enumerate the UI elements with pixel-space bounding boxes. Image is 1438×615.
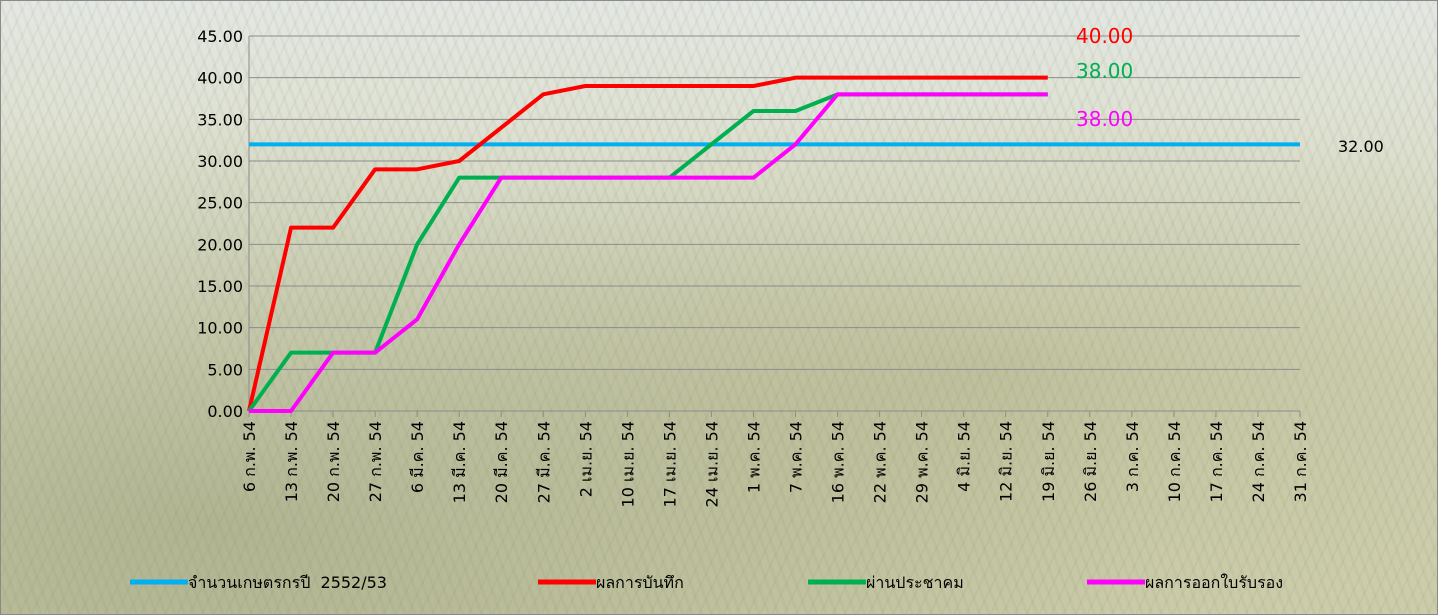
y-tick-label: 0.00 [207, 402, 243, 421]
y-tick-label: 35.00 [197, 110, 243, 129]
y-tick-label: 15.00 [197, 277, 243, 296]
y-axis: 0.00 5.00 10.00 15.00 20.00 25.00 30.00 35.00 40… [197, 27, 250, 421]
x-tick-label: 2 เม.ย. 54 [576, 421, 595, 497]
x-tick-label: 17 ก.ค. 54 [1207, 421, 1226, 502]
x-tick-label: 4 มิ.ย. 54 [955, 421, 974, 492]
legend-label: ผ่านประชาคม [866, 573, 964, 592]
legend-label: ผลการออกใบรับรอง [1145, 573, 1283, 592]
y-tick-label: 20.00 [197, 235, 243, 254]
legend-label: ผลการบันทึก [596, 573, 684, 592]
x-tick-label: 13 ก.พ. 54 [282, 421, 301, 502]
x-tick-label: 27 ก.พ. 54 [366, 421, 385, 502]
x-tick-label: 24 เม.ย. 54 [702, 421, 721, 507]
series-lines [247, 75, 1300, 413]
legend-label: จำนวนเกษตรกรปี 2552/53 [188, 573, 387, 592]
x-tick-label: 22 พ.ค. 54 [871, 421, 890, 503]
y-tick-label: 40.00 [197, 69, 243, 88]
x-tick-label: 17 เม.ย. 54 [660, 421, 679, 507]
end-value-label: 38.00 [1076, 107, 1133, 131]
x-tick-label: 24 ก.ค. 54 [1249, 421, 1268, 502]
end-value-label: 40.00 [1076, 24, 1133, 48]
grid [249, 35, 1300, 412]
x-tick-label: 12 มิ.ย. 54 [997, 421, 1016, 502]
x-tick-label: 19 มิ.ย. 54 [1039, 421, 1058, 502]
x-tick-label: 6 ก.พ. 54 [240, 421, 259, 492]
x-axis: 6 ก.พ. 54 13 ก.พ. 54 20 ก.พ. 54 27 ก.พ. 54 6… [240, 411, 1310, 507]
x-tick-label: 1 พ.ค. 54 [744, 421, 763, 493]
x-tick-label: 20 มี.ค. 54 [492, 421, 511, 503]
x-tick-label: 10 เม.ย. 54 [618, 421, 637, 507]
y-tick-label: 5.00 [207, 360, 243, 379]
series-line-2 [247, 75, 1048, 412]
series-line-3 [247, 92, 1048, 413]
x-tick-label: 29 พ.ค. 54 [913, 421, 932, 503]
x-tick-label: 31 ก.ค. 54 [1291, 421, 1310, 502]
y-tick-label: 25.00 [197, 194, 243, 213]
series-line-4 [249, 92, 1048, 413]
end-labels: 32.00 40.00 38.00 38.00 [1076, 24, 1384, 156]
legend: จำนวนเกษตรกรปี 2552/53 ผลการบันทึก ผ่านประ… [130, 573, 1283, 592]
y-tick-label: 10.00 [197, 319, 243, 338]
x-tick-label: 16 พ.ค. 54 [829, 421, 848, 503]
x-tick-label: 26 มิ.ย. 54 [1081, 421, 1100, 502]
y-tick-label: 30.00 [197, 152, 243, 171]
end-value-label: 38.00 [1076, 59, 1133, 83]
x-tick-label: 20 ก.พ. 54 [324, 421, 343, 502]
x-tick-label: 6 มี.ค. 54 [408, 421, 427, 493]
end-value-label: 32.00 [1338, 137, 1384, 156]
x-tick-label: 10 ก.ค. 54 [1165, 421, 1184, 502]
x-tick-label: 13 มี.ค. 54 [450, 421, 469, 503]
x-tick-label: 7 พ.ค. 54 [787, 421, 806, 493]
x-tick-label: 27 มี.ค. 54 [534, 421, 553, 503]
x-tick-label: 3 ก.ค. 54 [1123, 421, 1142, 492]
y-tick-label: 45.00 [197, 27, 243, 46]
